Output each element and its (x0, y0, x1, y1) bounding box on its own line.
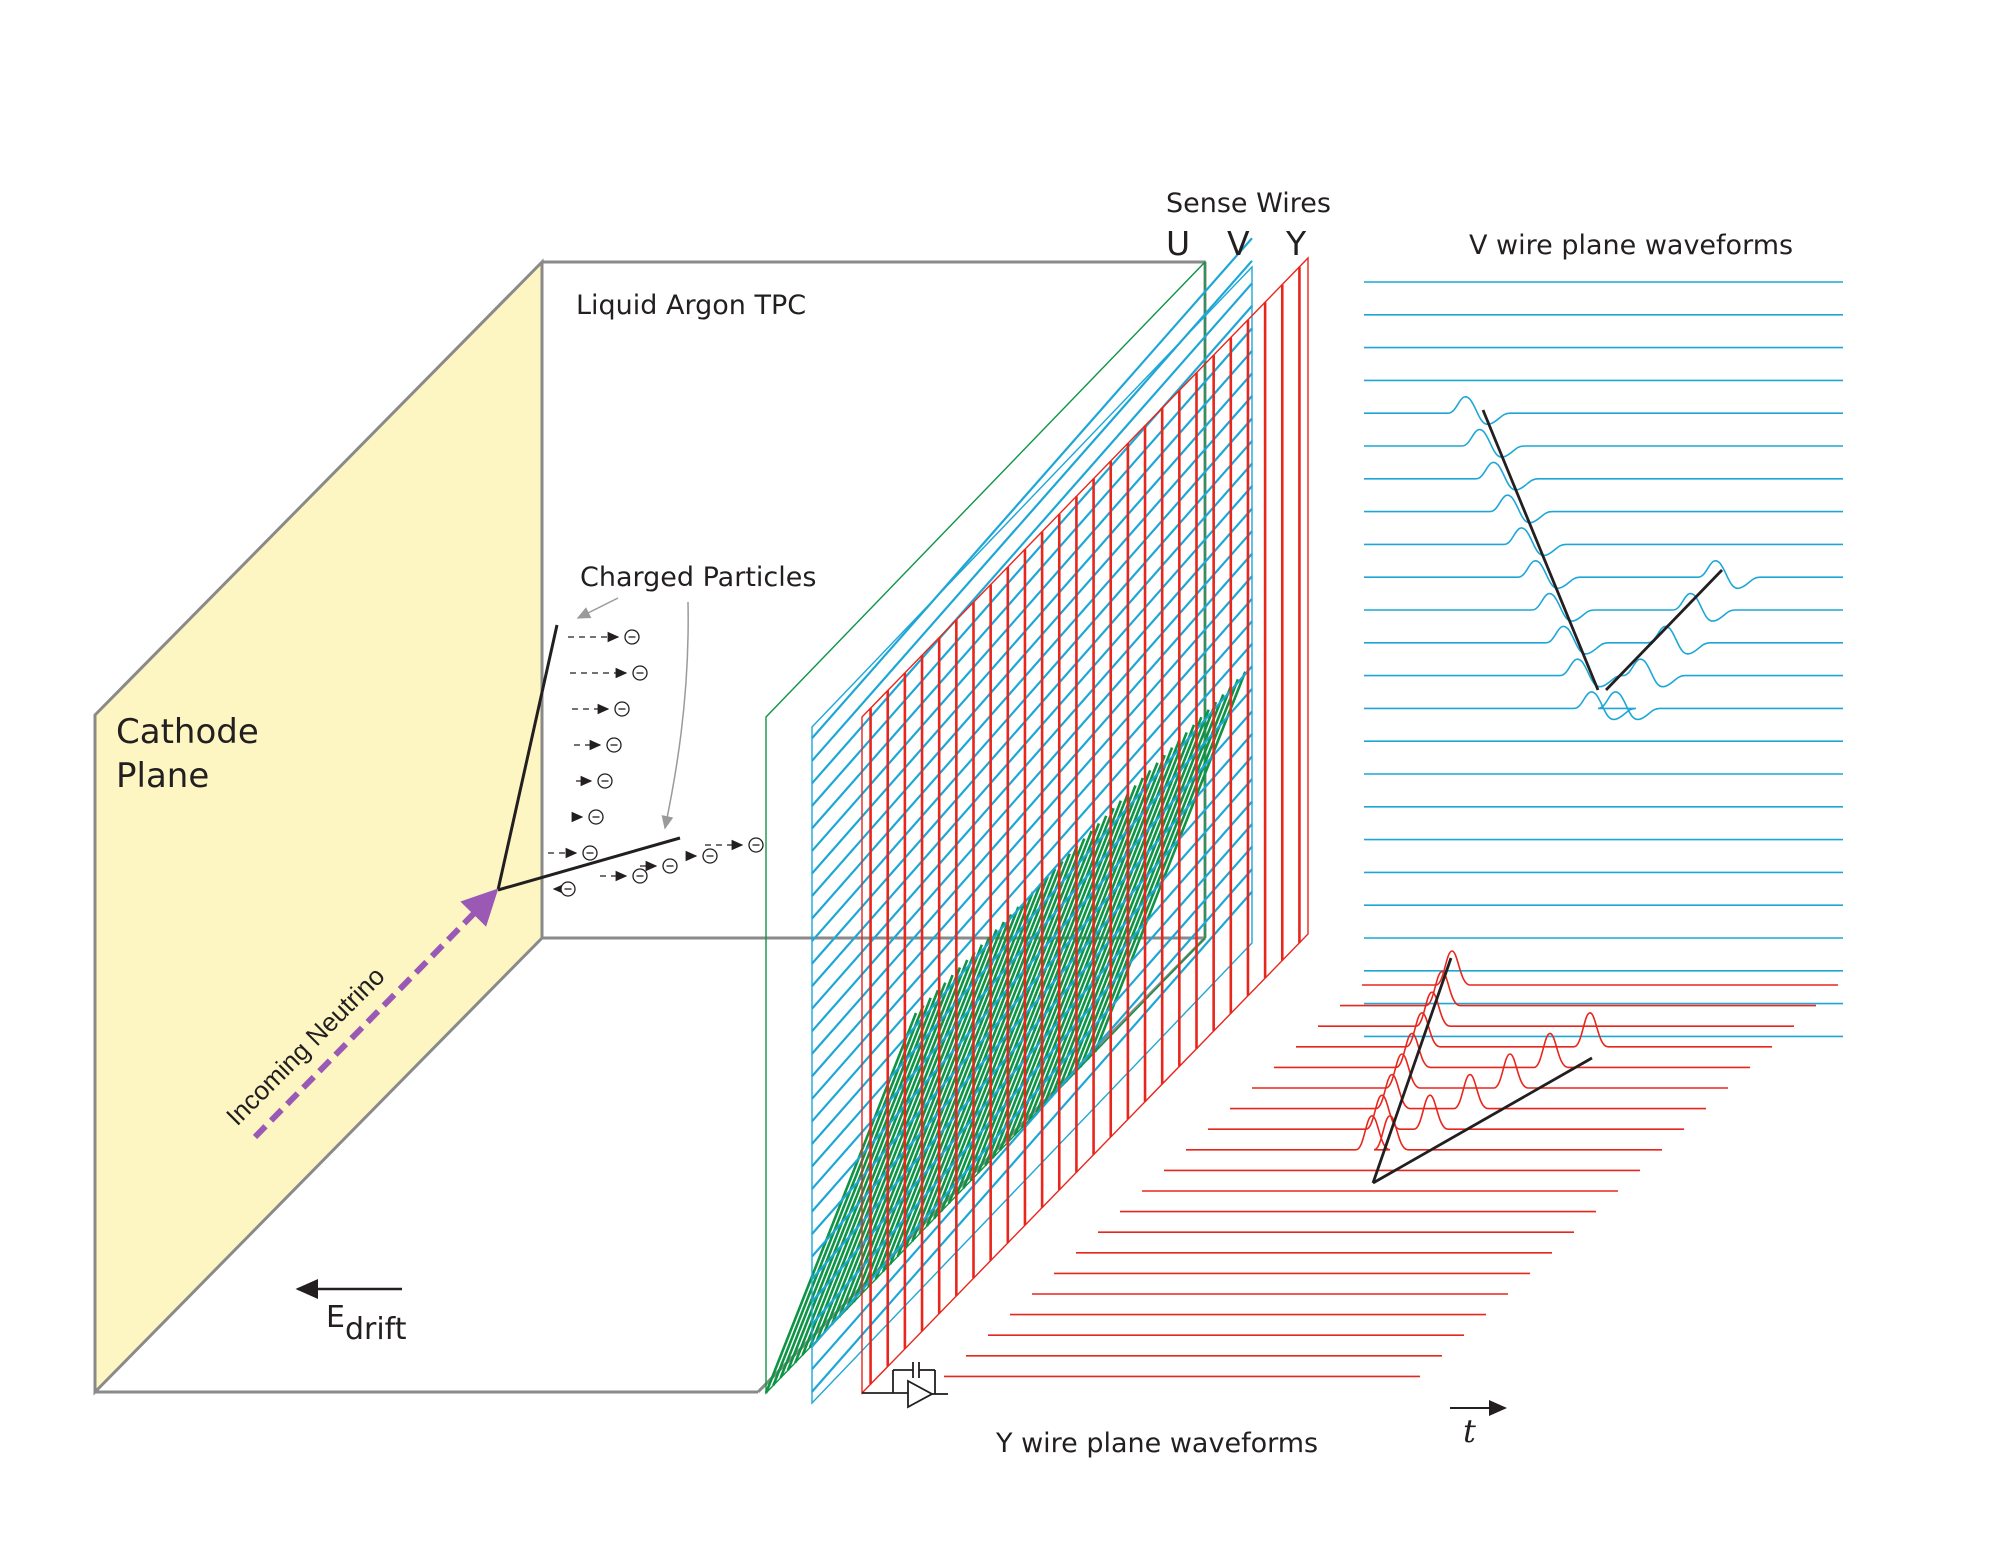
sense-wires-label: Sense Wires (1166, 188, 1331, 219)
v-wire (811, 305, 1253, 807)
u-wire (801, 974, 954, 1356)
u-wire (786, 989, 940, 1371)
v-wire (811, 733, 1253, 1235)
v-plane-outline (811, 265, 1253, 1405)
u-wire (1042, 724, 1196, 1106)
v-wire (811, 710, 1253, 1213)
u-wire (1072, 694, 1225, 1075)
u-plane-outline (765, 260, 1206, 1395)
y-waveform (1186, 1114, 1662, 1151)
v-wire (811, 845, 1253, 1348)
v-wire (811, 417, 1253, 920)
u-wire (1057, 709, 1210, 1091)
v-waveform (1364, 428, 1843, 458)
amplifier-icon (862, 1362, 948, 1409)
cathode-label-line2: Plane (116, 756, 210, 796)
charged-particles-pointers (576, 597, 689, 830)
v-plane-label: V (1227, 224, 1250, 263)
u-wire (816, 959, 969, 1341)
u-wire (859, 913, 1013, 1295)
y-track-projection (1371, 957, 1593, 1185)
v-waveform (1364, 396, 1843, 426)
u-wire (1064, 701, 1218, 1083)
e-drift-main: E (326, 1300, 345, 1335)
u-wire (1028, 739, 1181, 1121)
u-wire (925, 845, 1079, 1227)
y-waveform (1318, 991, 1794, 1027)
v-wire (811, 440, 1253, 942)
e-drift-subscript: drift (344, 1312, 407, 1347)
y-waveforms-title: Y wire plane waveforms (996, 1428, 1319, 1459)
y-wire-plane (861, 256, 1309, 1395)
u-wire (911, 860, 1064, 1242)
u-wire (903, 868, 1057, 1250)
v-waveform (1364, 527, 1843, 557)
v-waveforms-title: V wire plane waveforms (1469, 230, 1794, 261)
u-wire (918, 853, 1071, 1235)
u-wire (852, 921, 1006, 1303)
y-waveform (1340, 970, 1816, 1007)
cathode-label-line1: Cathode (116, 712, 259, 752)
v-track-projection (1481, 409, 1724, 691)
y-waveform (1362, 950, 1838, 986)
y-waveform (1230, 1073, 1706, 1110)
y-waveform (1208, 1094, 1684, 1130)
u-wire-plane (764, 260, 1247, 1395)
cathode-plane-label: Cathode Plane (116, 710, 259, 798)
v-wire (811, 755, 1253, 1258)
u-wire (1013, 754, 1166, 1136)
v-wire-waveforms (1364, 281, 1843, 1038)
u-wire (837, 936, 991, 1318)
v-wire (811, 462, 1253, 965)
y-waveform (1252, 1053, 1728, 1089)
u-wire (867, 906, 1020, 1288)
time-axis-label: t (1463, 1412, 1476, 1450)
v-waveform (1364, 625, 1843, 655)
v-waveform (1364, 691, 1843, 721)
v-waveform (1364, 461, 1843, 491)
v-waveform (1364, 592, 1843, 622)
y-wire-waveforms (944, 950, 1838, 1378)
v-waveform (1364, 658, 1843, 688)
v-wire (811, 260, 1253, 762)
charged-particles-label: Charged Particles (580, 562, 817, 593)
y-waveform (1296, 1011, 1772, 1048)
drift-electrons (548, 629, 764, 897)
u-wire (823, 951, 976, 1333)
u-plane-label: U (1166, 224, 1191, 263)
v-wire (811, 800, 1253, 1303)
y-plane-outline (861, 256, 1309, 1395)
cathode-plane (93, 258, 544, 1396)
u-wire (1079, 686, 1232, 1068)
u-wire (808, 967, 962, 1348)
interaction-tracks (496, 624, 681, 892)
v-wire (811, 778, 1253, 1280)
y-waveform (1274, 1032, 1750, 1069)
v-waveform (1364, 494, 1843, 524)
v-wire (811, 823, 1253, 1325)
tpc-title: Liquid Argon TPC (576, 290, 807, 321)
incoming-neutrino-arrow (252, 888, 499, 1140)
u-wire (1094, 671, 1247, 1053)
u-wire (889, 883, 1042, 1265)
y-plane-label: Y (1286, 224, 1307, 263)
v-wire (811, 282, 1253, 785)
v-wire (811, 237, 1253, 739)
u-wire (874, 898, 1027, 1280)
e-drift-label: Edrift (326, 1300, 406, 1347)
v-waveform (1364, 560, 1843, 590)
u-wire (1020, 747, 1174, 1129)
